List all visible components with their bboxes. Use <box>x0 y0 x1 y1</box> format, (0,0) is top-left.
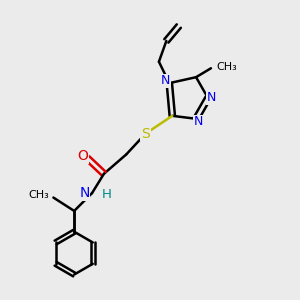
Text: N: N <box>161 74 170 87</box>
Text: O: O <box>78 149 88 163</box>
Text: CH₃: CH₃ <box>217 62 238 72</box>
Text: H: H <box>102 188 111 201</box>
Text: N: N <box>207 92 216 104</box>
Text: S: S <box>141 127 150 141</box>
Text: N: N <box>194 115 203 128</box>
Text: N: N <box>79 186 90 200</box>
Text: CH₃: CH₃ <box>28 190 49 200</box>
